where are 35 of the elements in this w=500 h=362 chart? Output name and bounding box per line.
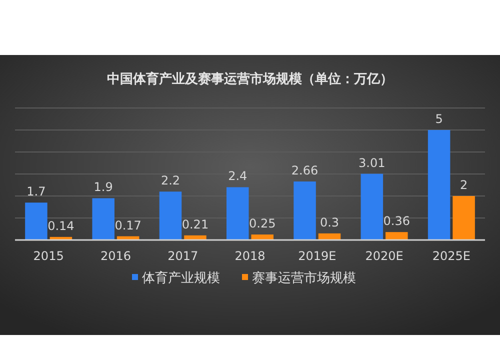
data-label: 2 bbox=[460, 178, 468, 192]
legend-label: 体育产业规模 bbox=[142, 270, 220, 286]
x-tick-label: 2019E bbox=[298, 249, 336, 263]
data-label: 0.25 bbox=[249, 216, 276, 230]
bar bbox=[318, 233, 341, 240]
bar bbox=[251, 234, 274, 240]
x-tick-label: 2017 bbox=[168, 249, 198, 263]
legend-label: 赛事运营市场规模 bbox=[252, 270, 356, 286]
bar bbox=[452, 196, 475, 240]
x-tick-label: 2025E bbox=[432, 249, 470, 263]
bar bbox=[159, 192, 182, 240]
data-label: 2.66 bbox=[291, 163, 318, 178]
bar bbox=[25, 202, 48, 240]
bar bbox=[226, 187, 249, 240]
data-label: 0.14 bbox=[48, 218, 74, 233]
x-tick-label: 2020E bbox=[365, 249, 404, 263]
data-label: 3.01 bbox=[358, 156, 386, 170]
x-tick-label: 2018 bbox=[234, 249, 266, 263]
data-label: 0.3 bbox=[320, 215, 340, 230]
data-label: 2.4 bbox=[228, 169, 248, 184]
bar bbox=[92, 198, 114, 240]
data-label: 2.2 bbox=[160, 174, 180, 188]
data-label: 1.7 bbox=[26, 184, 46, 199]
x-tick-label: 2015 bbox=[33, 249, 64, 263]
data-label: 0.36 bbox=[383, 214, 410, 228]
bar bbox=[428, 130, 450, 240]
data-label: 0.17 bbox=[114, 218, 142, 232]
chart-title: 中国体育产业及赛事运营市场规模（单位：万亿） bbox=[107, 71, 393, 87]
data-label: 0.21 bbox=[182, 217, 209, 232]
bar bbox=[360, 174, 384, 240]
bar bbox=[386, 232, 408, 240]
x-tick-label: 2016 bbox=[100, 249, 131, 263]
data-label: 5 bbox=[435, 112, 443, 126]
bar bbox=[294, 181, 316, 240]
data-label: 1.9 bbox=[94, 180, 113, 194]
